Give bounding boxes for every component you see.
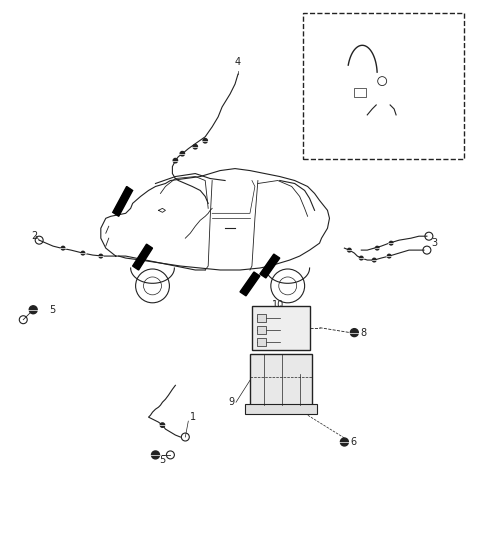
- Text: 1: 1: [190, 412, 196, 422]
- FancyBboxPatch shape: [302, 13, 464, 159]
- Circle shape: [372, 258, 376, 262]
- Circle shape: [360, 256, 363, 260]
- Circle shape: [29, 306, 37, 314]
- Circle shape: [193, 145, 197, 149]
- Bar: [257, 314, 266, 322]
- Circle shape: [203, 139, 207, 143]
- Polygon shape: [260, 254, 280, 278]
- Circle shape: [389, 242, 393, 245]
- Circle shape: [401, 133, 409, 141]
- Circle shape: [180, 152, 184, 156]
- Circle shape: [61, 246, 65, 250]
- Bar: [252, 306, 310, 350]
- Text: 10: 10: [272, 300, 284, 310]
- Text: 6: 6: [350, 437, 357, 447]
- Polygon shape: [113, 187, 132, 216]
- Circle shape: [350, 329, 358, 337]
- Polygon shape: [132, 244, 153, 270]
- Text: 2: 2: [31, 231, 37, 241]
- Bar: [250, 353, 312, 405]
- Bar: [257, 338, 266, 345]
- Polygon shape: [240, 272, 260, 296]
- Circle shape: [348, 249, 351, 252]
- Circle shape: [375, 246, 379, 250]
- Circle shape: [152, 451, 159, 459]
- Circle shape: [160, 423, 165, 427]
- Bar: [257, 325, 266, 334]
- Circle shape: [99, 254, 103, 258]
- Circle shape: [340, 438, 348, 446]
- Text: (W/O ABS): (W/O ABS): [312, 25, 356, 34]
- Circle shape: [387, 254, 391, 258]
- Text: 9: 9: [228, 397, 234, 407]
- Bar: [245, 404, 316, 414]
- Text: 4: 4: [235, 57, 241, 67]
- Text: 60-710: 60-710: [338, 146, 365, 155]
- Text: 3: 3: [431, 238, 437, 248]
- Text: 5: 5: [49, 305, 55, 315]
- Text: 5: 5: [159, 455, 166, 465]
- Bar: [354, 88, 366, 97]
- Circle shape: [173, 159, 178, 163]
- Circle shape: [81, 251, 84, 255]
- Text: 8: 8: [360, 328, 366, 338]
- Text: 7: 7: [414, 141, 420, 151]
